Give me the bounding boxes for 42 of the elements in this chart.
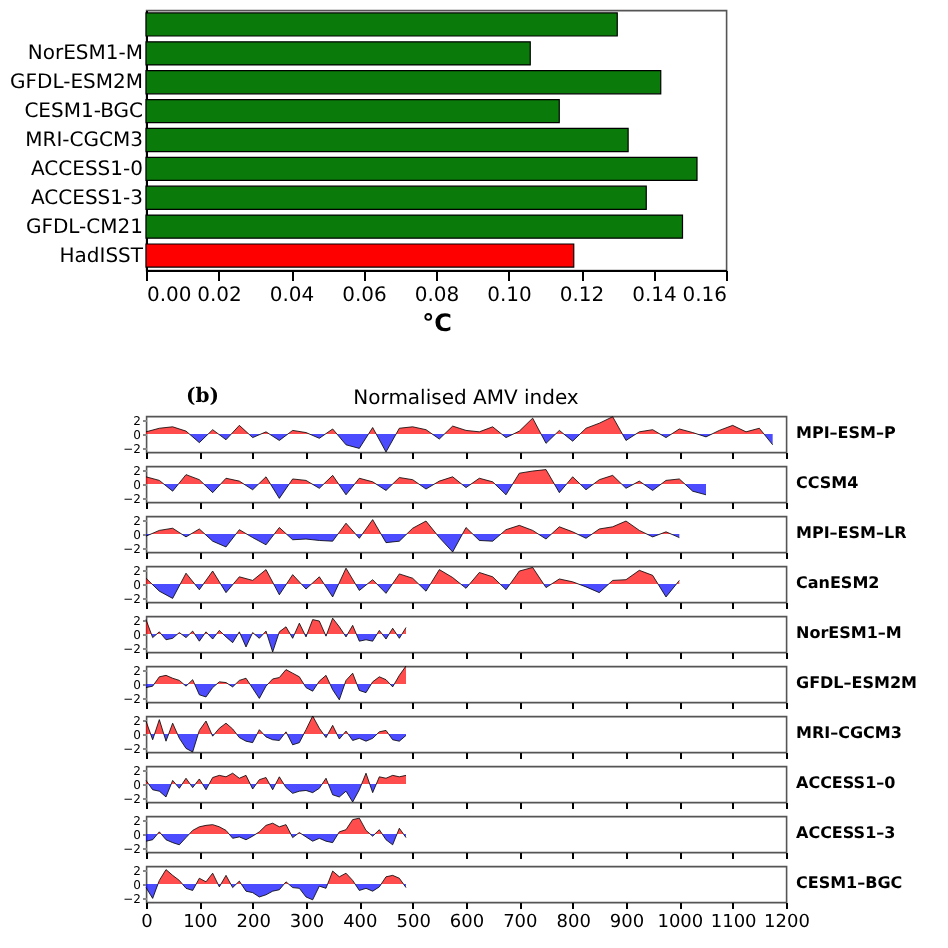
x-tick-label: 1100	[710, 913, 758, 933]
y-tick-label: NorESM1-M	[27, 43, 143, 66]
y-tick-label: ACCESS1-3	[31, 187, 143, 210]
x-tick-label: 600	[449, 913, 485, 933]
x-tick-label: 700	[503, 913, 539, 933]
x-tick-label: 0.10	[487, 285, 532, 307]
text: ACCESS1–3	[796, 824, 896, 842]
text: GFDL–ESM2M	[796, 674, 918, 692]
series-label: MPI–ESM–P	[796, 424, 896, 442]
x-tick-label: 0.06	[342, 285, 387, 307]
y-tick-label: GFDL-ESM2M	[10, 72, 143, 95]
text: CanESM2	[796, 574, 880, 592]
y-tick-label: MRI-CGCM3	[25, 130, 143, 152]
x-tick-label: 300	[289, 913, 325, 933]
x-tick-label: 500	[396, 913, 432, 933]
text: ACCESS1–0	[796, 774, 897, 792]
x-tick-label: 0.04	[269, 285, 315, 307]
x-tick-label: 400	[343, 913, 379, 933]
x-tick-label: 0.16	[682, 285, 727, 307]
text: (b)	[186, 386, 219, 408]
x-tick-label: 200	[236, 913, 272, 933]
text: MPI–ESM–LR	[796, 524, 907, 542]
y-tick-label: CESM1-BGC	[24, 101, 144, 124]
x-tick-label: 1200	[764, 913, 811, 933]
x-tick-label: 0.14	[632, 285, 677, 307]
x-tick-label: 1000	[657, 913, 704, 933]
x-axis-title: °C	[422, 309, 453, 337]
text: MRI–CGCM3	[796, 724, 902, 742]
x-tick-label: 0.08	[414, 285, 460, 307]
x-tick-label: 900	[609, 913, 645, 933]
text: CESM1–BGC	[796, 874, 903, 892]
x-tick-label: 0.00	[147, 285, 192, 307]
x-tick-label: 800	[556, 913, 592, 933]
y-tick-label: GFDL-CM21	[25, 216, 143, 239]
y-tick-label: ACCESS1-0	[31, 158, 143, 181]
x-tick-label: 0.02	[197, 285, 242, 307]
x-tick-label: 100	[183, 913, 219, 933]
y-tick-label: HadISST	[59, 245, 145, 268]
text: NorESM1–M	[796, 624, 902, 642]
text: CCSM4	[796, 474, 860, 492]
chart-title: Normalised AMV index	[353, 388, 579, 410]
x-tick-label: 0.12	[559, 285, 605, 307]
